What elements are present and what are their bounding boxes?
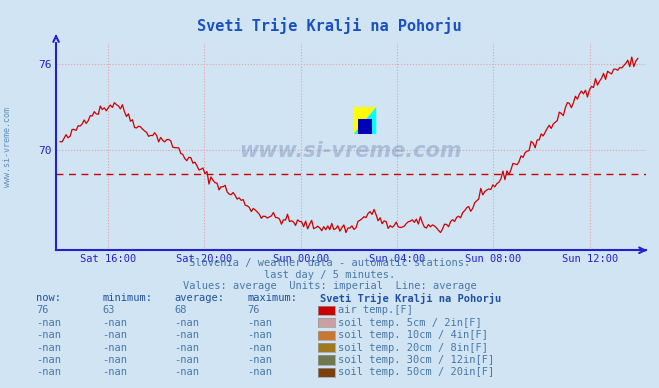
Text: -nan: -nan: [247, 343, 272, 353]
Text: soil temp. 50cm / 20in[F]: soil temp. 50cm / 20in[F]: [338, 367, 494, 378]
Text: soil temp. 30cm / 12in[F]: soil temp. 30cm / 12in[F]: [338, 355, 494, 365]
Text: www.si-vreme.com: www.si-vreme.com: [3, 107, 13, 187]
Text: -nan: -nan: [247, 330, 272, 340]
Polygon shape: [354, 107, 376, 134]
Text: -nan: -nan: [102, 330, 127, 340]
Text: average:: average:: [175, 293, 225, 303]
Text: minimum:: minimum:: [102, 293, 152, 303]
Text: -nan: -nan: [175, 367, 200, 378]
Text: -nan: -nan: [36, 355, 61, 365]
Text: -nan: -nan: [36, 318, 61, 328]
Text: www.si-vreme.com: www.si-vreme.com: [240, 140, 462, 161]
Text: -nan: -nan: [247, 355, 272, 365]
Text: 76: 76: [36, 305, 49, 315]
Text: -nan: -nan: [36, 343, 61, 353]
Text: -nan: -nan: [175, 318, 200, 328]
Text: -nan: -nan: [102, 367, 127, 378]
Text: -nan: -nan: [102, 318, 127, 328]
Text: -nan: -nan: [36, 367, 61, 378]
Text: -nan: -nan: [175, 343, 200, 353]
Text: now:: now:: [36, 293, 61, 303]
Text: air temp.[F]: air temp.[F]: [338, 305, 413, 315]
Text: Sveti Trije Kralji na Pohorju: Sveti Trije Kralji na Pohorju: [197, 17, 462, 34]
Text: -nan: -nan: [102, 343, 127, 353]
Text: soil temp. 10cm / 4in[F]: soil temp. 10cm / 4in[F]: [338, 330, 488, 340]
Text: -nan: -nan: [175, 355, 200, 365]
Text: -nan: -nan: [36, 330, 61, 340]
Text: Sveti Trije Kralji na Pohorju: Sveti Trije Kralji na Pohorju: [320, 293, 501, 304]
Text: -nan: -nan: [247, 367, 272, 378]
Text: soil temp. 20cm / 8in[F]: soil temp. 20cm / 8in[F]: [338, 343, 488, 353]
FancyBboxPatch shape: [358, 119, 372, 134]
Text: last day / 5 minutes.: last day / 5 minutes.: [264, 270, 395, 280]
Text: Values: average  Units: imperial  Line: average: Values: average Units: imperial Line: av…: [183, 281, 476, 291]
Text: 76: 76: [247, 305, 260, 315]
Text: -nan: -nan: [175, 330, 200, 340]
Text: -nan: -nan: [102, 355, 127, 365]
Text: 63: 63: [102, 305, 115, 315]
Text: -nan: -nan: [247, 318, 272, 328]
Polygon shape: [354, 107, 376, 134]
Text: Slovenia / weather data - automatic stations.: Slovenia / weather data - automatic stat…: [189, 258, 470, 268]
Text: maximum:: maximum:: [247, 293, 297, 303]
Text: 68: 68: [175, 305, 187, 315]
Text: soil temp. 5cm / 2in[F]: soil temp. 5cm / 2in[F]: [338, 318, 482, 328]
